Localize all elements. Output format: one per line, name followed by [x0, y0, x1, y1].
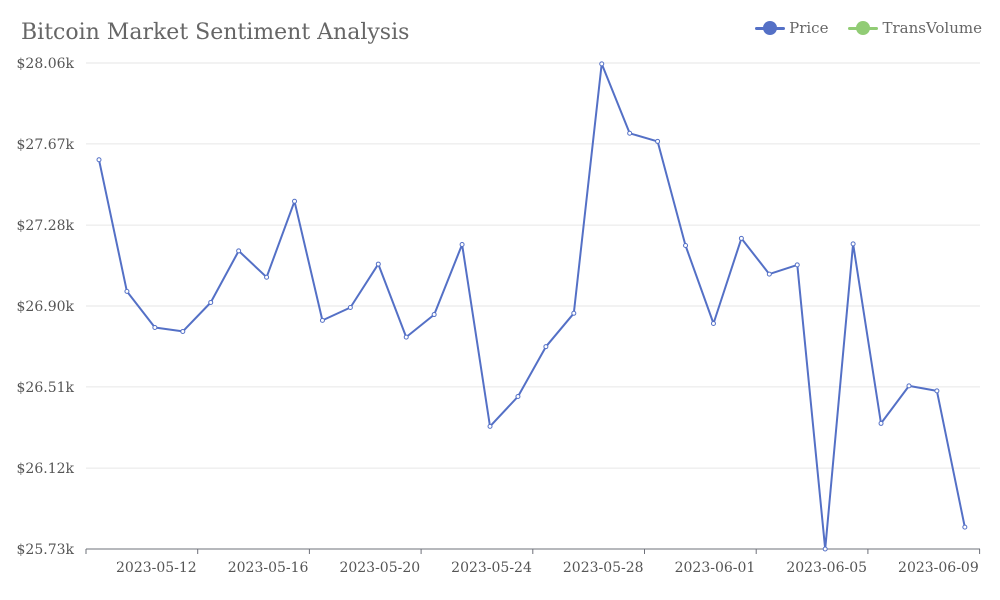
legend-label-transvolume: TransVolume [882, 19, 982, 37]
data-point-price-15 [515, 394, 521, 400]
x-tick-label-2: 2023-05-20 [339, 560, 420, 576]
y-axis: $25.73k $26.12k $26.51k $26.90k $27.28k $27.6… [17, 56, 75, 558]
legend-dot-price [763, 21, 778, 35]
data-point-price-0 [96, 157, 102, 163]
legend: Price TransVolume [755, 19, 982, 37]
x-tick-label-3: 2023-05-24 [451, 560, 532, 576]
legend-item-price[interactable]: Price [755, 19, 828, 37]
data-point-price-30 [934, 388, 940, 394]
data-point-price-21 [683, 243, 689, 249]
data-point-price-13 [459, 241, 465, 247]
data-point-price-14 [487, 423, 493, 429]
data-point-price-27 [850, 241, 856, 247]
data-point-price-12 [431, 312, 437, 318]
data-point-price-4 [208, 299, 214, 305]
series-layer [96, 61, 968, 552]
data-point-price-28 [878, 420, 884, 426]
x-tick-label-7: 2023-06-09 [898, 560, 979, 576]
data-point-price-20 [655, 138, 661, 144]
data-point-price-16 [543, 344, 549, 350]
data-point-price-11 [403, 334, 409, 340]
x-tick-label-6: 2023-06-05 [786, 560, 867, 576]
data-point-price-2 [152, 324, 158, 330]
y-tick-label-4: $27.28k [17, 218, 75, 234]
data-point-price-26 [822, 546, 828, 552]
data-point-price-25 [794, 262, 800, 268]
legend-swatch-transvolume [848, 21, 879, 35]
grid-lines [86, 62, 980, 469]
series-line-price [98, 62, 966, 550]
data-point-price-19 [627, 130, 633, 136]
data-point-price-9 [347, 304, 353, 310]
data-point-price-7 [292, 198, 298, 204]
legend-swatch-price [755, 21, 786, 35]
y-tick-label-0: $25.73k [17, 542, 75, 558]
data-point-price-1 [124, 288, 130, 294]
data-point-price-8 [319, 317, 325, 323]
data-point-price-31 [962, 524, 968, 530]
y-tick-label-3: $26.90k [17, 299, 75, 315]
data-point-price-10 [375, 261, 381, 267]
y-tick-label-2: $26.51k [17, 380, 75, 396]
data-point-price-3 [180, 328, 186, 334]
data-point-price-29 [906, 383, 912, 389]
data-point-price-18 [599, 61, 605, 67]
y-tick-label-1: $26.12k [17, 461, 75, 477]
y-tick-label-5: $27.67k [17, 137, 75, 153]
data-point-price-17 [571, 310, 577, 316]
data-point-price-6 [264, 274, 270, 280]
x-axis: 2023-05-12 2023-05-16 2023-05-20 2023-05-24… [85, 548, 981, 576]
x-tick-label-4: 2023-05-28 [563, 560, 644, 576]
data-point-price-22 [710, 321, 716, 327]
x-tick-label-1: 2023-05-16 [228, 560, 309, 576]
legend-label-price: Price [789, 19, 829, 37]
x-tick-label-0: 2023-05-12 [116, 560, 197, 576]
chart-title: Bitcoin Market Sentiment Analysis [21, 20, 410, 45]
data-point-price-23 [738, 235, 744, 241]
legend-dot-transvolume [856, 21, 871, 35]
data-point-price-5 [236, 248, 242, 254]
data-point-price-24 [766, 271, 772, 277]
legend-item-transvolume[interactable]: TransVolume [848, 19, 982, 37]
x-tick-label-5: 2023-06-01 [675, 560, 756, 576]
y-tick-label-6: $28.06k [17, 56, 75, 72]
